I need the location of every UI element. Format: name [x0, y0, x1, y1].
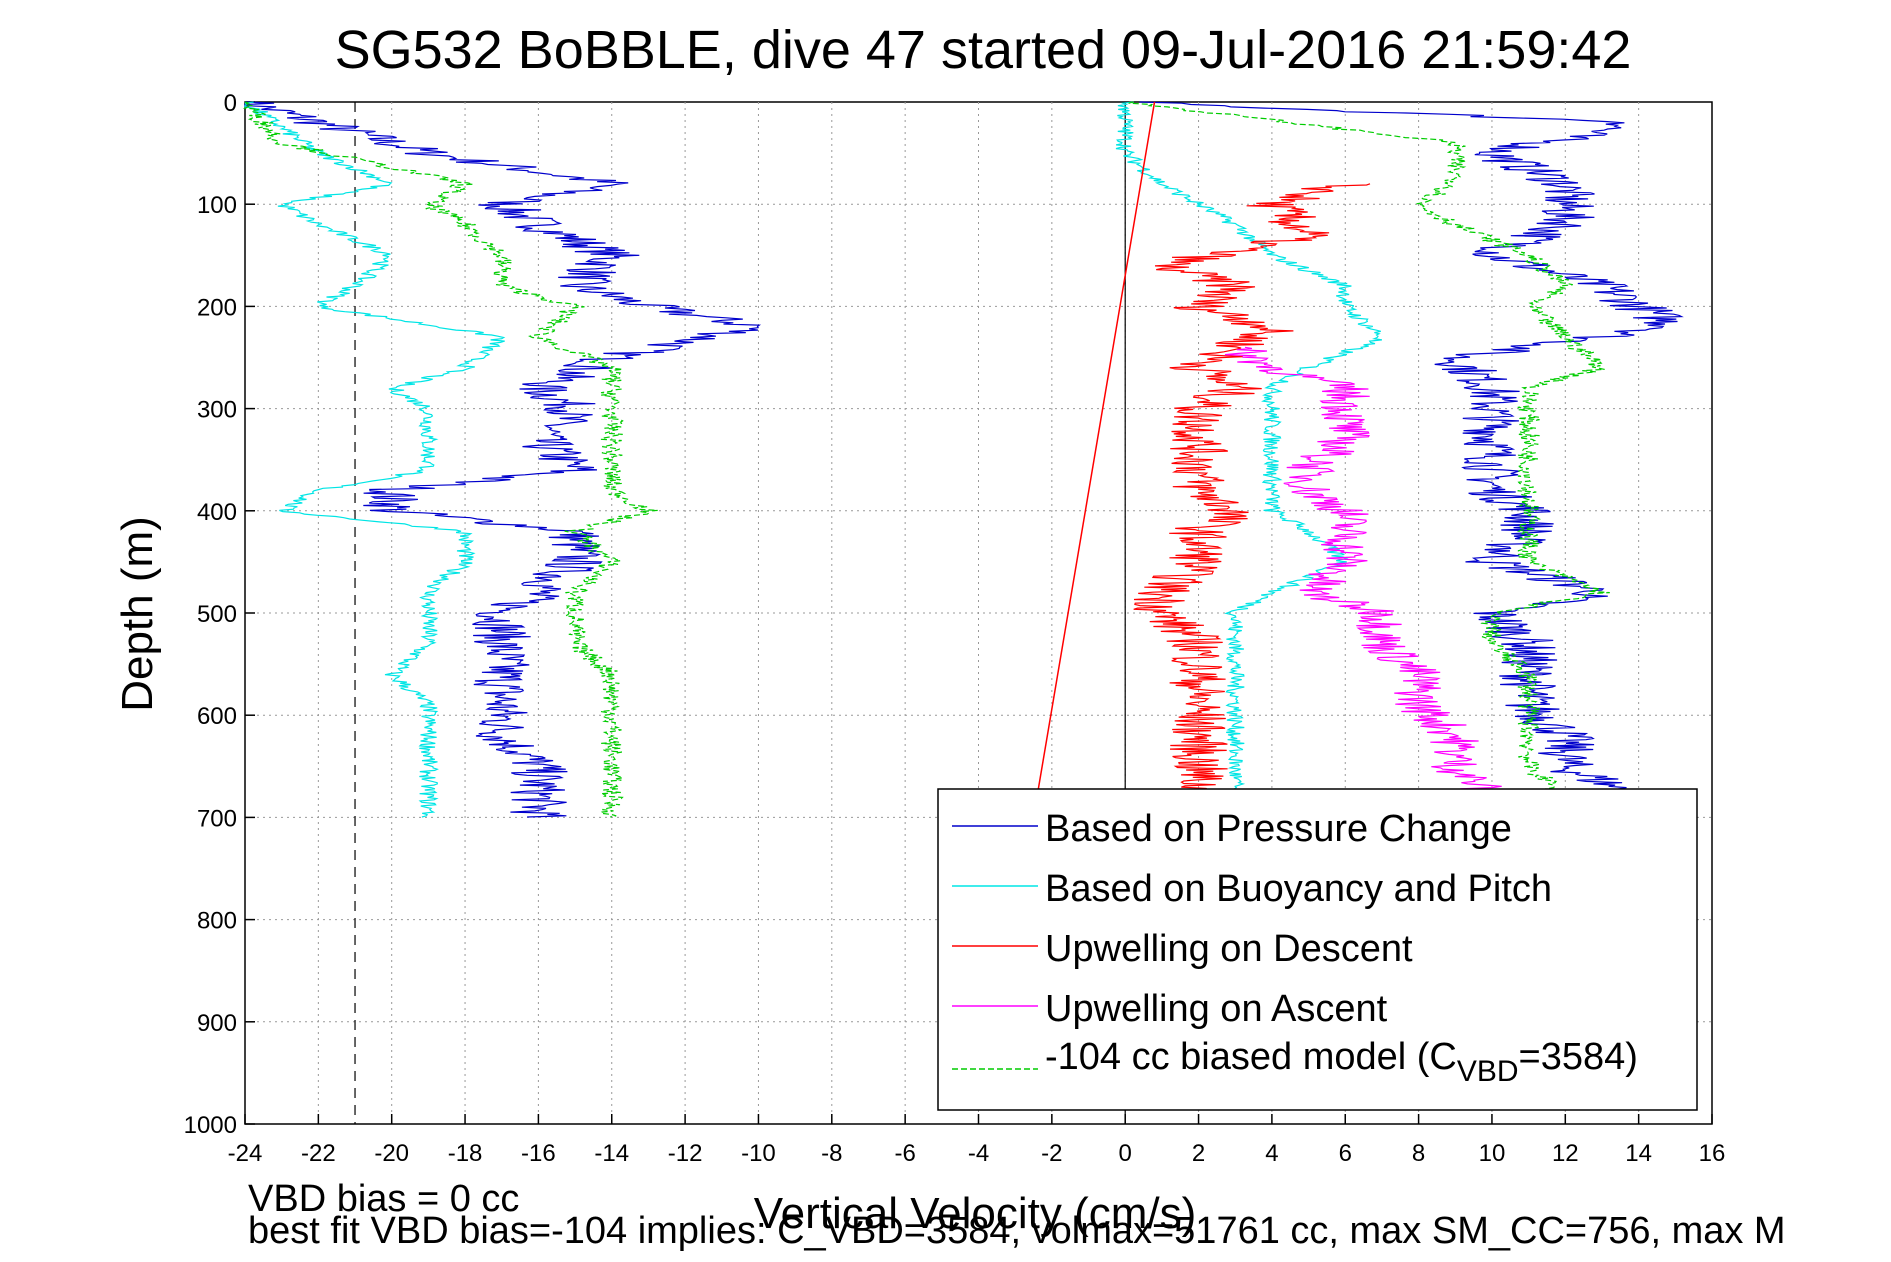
y-tick-label: 0	[224, 90, 237, 117]
y-tick-label: 700	[197, 805, 237, 832]
series-based-on-pressure-change-ascent-line	[1139, 101, 1686, 818]
y-tick-label: 400	[197, 499, 237, 526]
x-tick-label: 10	[1479, 1140, 1506, 1167]
legend-label: Upwelling on Ascent	[1045, 988, 1388, 1030]
x-tick-label: -8	[821, 1140, 842, 1167]
x-tick-label: -20	[374, 1140, 409, 1167]
best-fit-note: best fit VBD bias=-104 implies: C_VBD=35…	[248, 1210, 1786, 1252]
y-tick-label: 500	[197, 601, 237, 628]
model-reference-line	[1032, 101, 1156, 818]
x-tick-label: -16	[521, 1140, 556, 1167]
y-tick-label: 600	[197, 703, 237, 730]
x-tick-label: -4	[968, 1140, 989, 1167]
x-tick-label: 0	[1119, 1140, 1132, 1167]
x-tick-label: -14	[594, 1140, 629, 1167]
x-tick-label: 16	[1699, 1140, 1726, 1167]
y-tick-label: 100	[197, 192, 237, 219]
series-104-cc-biased-model-descent-line	[242, 101, 658, 818]
series-based-on-buoyancy-and-pitch-ascent-line	[1115, 101, 1382, 818]
legend-label: -104 cc biased model (CVBD=3584)	[1045, 1036, 1638, 1088]
y-tick-label: 300	[197, 397, 237, 424]
x-tick-label: 2	[1192, 1140, 1205, 1167]
x-tick-label: 4	[1265, 1140, 1278, 1167]
x-tick-label: 12	[1552, 1140, 1579, 1167]
x-tick-label: -12	[668, 1140, 703, 1167]
x-tick-label: 8	[1412, 1140, 1425, 1167]
series-upwelling-on-ascent-ascent-line	[1224, 346, 1509, 797]
y-tick-label: 1000	[184, 1112, 237, 1139]
y-tick-label: 800	[197, 908, 237, 935]
x-tick-label: 6	[1339, 1140, 1352, 1167]
legend-label: Upwelling on Descent	[1045, 928, 1413, 970]
x-axis-label: Vertical Velocity (cm/s)	[754, 1189, 1197, 1238]
series-based-on-buoyancy-and-pitch-descent-line	[244, 101, 506, 818]
legend-label: Based on Pressure Change	[1045, 808, 1512, 850]
x-tick-label: -22	[301, 1140, 336, 1167]
series-upwelling-on-descent-descent-line	[1133, 183, 1371, 797]
x-tick-label: -24	[228, 1140, 263, 1167]
legend-label: Based on Buoyancy and Pitch	[1045, 868, 1552, 910]
x-tick-label: -2	[1041, 1140, 1062, 1167]
series-based-on-pressure-change-descent-line	[244, 101, 762, 818]
series-104-cc-biased-model-ascent-line	[1128, 101, 1637, 818]
legend-box	[937, 788, 1698, 1111]
x-tick-label: -18	[448, 1140, 483, 1167]
y-tick-label: 900	[197, 1010, 237, 1037]
vbd-bias-note: VBD bias = 0 cc	[248, 1178, 520, 1220]
y-tick-label: 200	[197, 294, 237, 321]
y-axis-label: Depth (m)	[113, 516, 162, 712]
x-tick-label: -6	[894, 1140, 915, 1167]
chart-title: SG532 BoBBLE, dive 47 started 09-Jul-201…	[335, 20, 1632, 80]
legend: Based on Pressure Change Based on Buoyanc…	[937, 788, 1698, 1111]
x-tick-label: 14	[1625, 1140, 1652, 1167]
x-tick-label: -10	[741, 1140, 776, 1167]
